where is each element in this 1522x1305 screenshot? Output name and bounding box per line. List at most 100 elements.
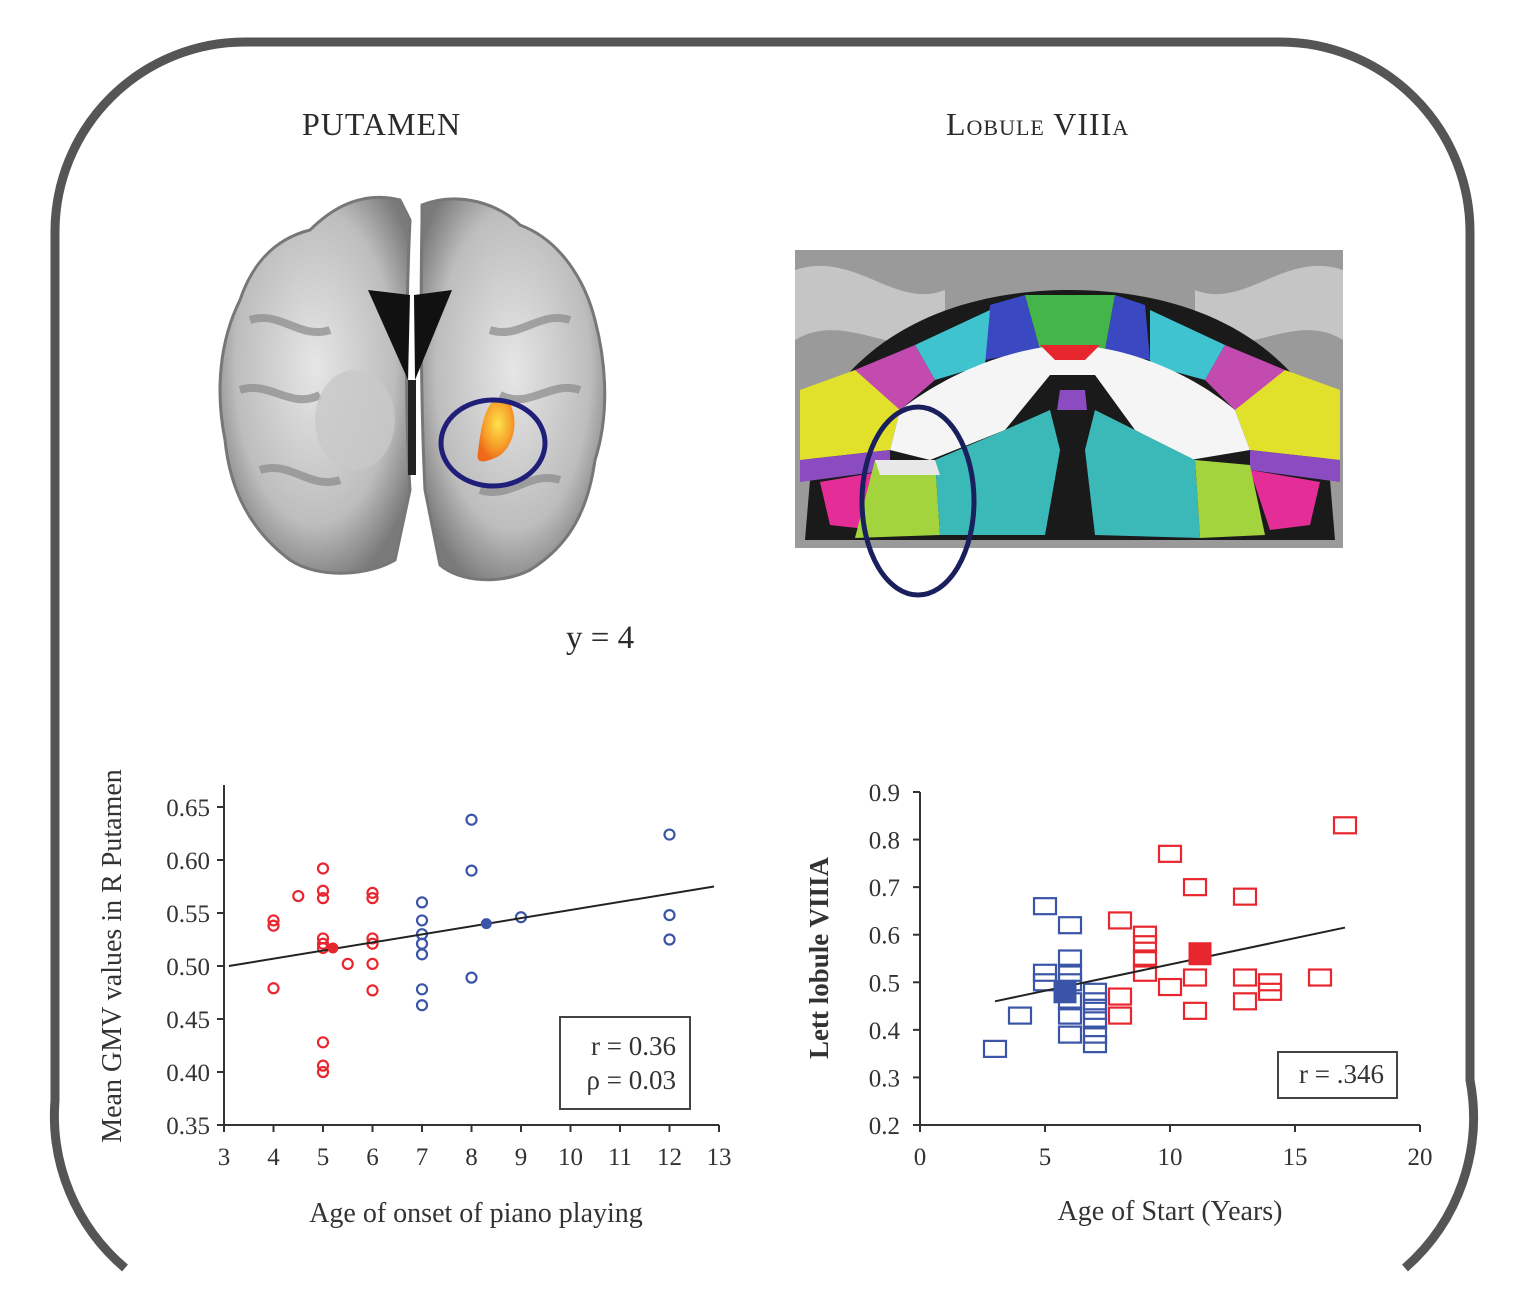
region-yellow-right: [1235, 370, 1340, 460]
x-tick-label: 0: [914, 1144, 927, 1171]
data-point-red: [316, 892, 330, 905]
x-tick-label: 6: [366, 1144, 379, 1171]
y-tick-label: 0.8: [869, 828, 900, 855]
data-point-blue: [1082, 982, 1108, 1001]
data-point-red: [1332, 816, 1358, 835]
stats-box: [1277, 1051, 1398, 1099]
data-point-blue: [1032, 897, 1058, 916]
panel-title-putamen: PUTAMEN: [302, 106, 462, 142]
x-tick-label: 10: [558, 1144, 583, 1171]
data-point-blue: [1032, 963, 1058, 982]
brain-right-hemisphere: [419, 197, 607, 582]
group-mean-red: [1188, 942, 1212, 966]
stats-rho: ρ = 0.03: [587, 1065, 676, 1095]
data-point-blue: [415, 896, 429, 909]
y-tick-label: 0.4: [869, 1018, 901, 1045]
y-tick-label: 0.45: [166, 1007, 210, 1034]
group-mean-blue: [1053, 980, 1077, 1004]
roi-circle: [438, 397, 548, 489]
y-tick-label: 0.6: [869, 923, 900, 950]
data-point-red: [1157, 844, 1183, 863]
region-teal-right: [1085, 410, 1200, 538]
group-mean-blue: [480, 918, 492, 930]
stats-r: r = .346: [1299, 1059, 1384, 1089]
data-point-blue: [982, 1039, 1008, 1058]
region-teal-left: [935, 410, 1060, 535]
y-tick-label: 0.5: [869, 970, 900, 997]
data-point-red: [1107, 987, 1133, 1006]
region-cyan-right: [1150, 310, 1225, 380]
y-tick-label: 0.3: [869, 1065, 900, 1092]
data-point-blue: [415, 948, 429, 961]
x-tick-label: 10: [1158, 1144, 1183, 1171]
data-point-blue: [1082, 992, 1108, 1011]
slice-coordinate: y = 4: [566, 620, 635, 656]
x-tick-label: 7: [416, 1144, 429, 1171]
activation-cluster: [477, 398, 515, 462]
y-tick-label: 0.60: [166, 848, 210, 875]
data-point-blue: [663, 828, 676, 841]
roi-circle: [859, 404, 977, 598]
data-point-red: [366, 957, 379, 970]
data-point-blue: [1057, 1025, 1083, 1044]
data-point-red: [1132, 935, 1158, 954]
coronal-brain-image: [218, 195, 607, 582]
region-green-top: [1025, 295, 1115, 350]
data-point-blue: [1057, 1006, 1083, 1025]
cerebellum-parcellation-image: [795, 250, 1343, 598]
region-red-vermis: [1040, 345, 1100, 360]
data-point-blue: [1057, 949, 1083, 968]
x-axis-label: Age of onset of piano playing: [309, 1198, 643, 1229]
data-point-red: [267, 919, 280, 932]
data-point-red: [341, 957, 354, 970]
x-tick-label: 4: [267, 1144, 280, 1171]
regression-line: [228, 885, 715, 967]
y-tick-label: 0.2: [869, 1113, 900, 1140]
data-point-red: [267, 914, 280, 927]
y-tick-label: 0.35: [166, 1113, 210, 1140]
x-tick-label: 8: [465, 1144, 478, 1171]
data-point-red: [316, 1059, 330, 1072]
y-tick-label: 0.65: [166, 795, 210, 822]
data-point-blue: [465, 813, 478, 826]
data-point-red: [1257, 982, 1283, 1001]
data-point-red: [1182, 1001, 1208, 1020]
panel-title-lobule: Lobule VIIIa: [946, 106, 1130, 142]
data-point-red: [316, 1036, 330, 1049]
region-lime-left: [855, 460, 940, 538]
data-point-red: [1232, 992, 1258, 1011]
x-tick-label: 5: [317, 1144, 330, 1171]
ventricles: [368, 290, 452, 380]
data-point-red: [1107, 911, 1133, 930]
data-point-red: [316, 937, 330, 950]
x-tick-label: 12: [657, 1144, 682, 1171]
region-purple-right: [1250, 450, 1340, 482]
data-point-red: [316, 884, 330, 897]
data-point-red: [1107, 1006, 1133, 1025]
data-point-red: [316, 1065, 330, 1079]
x-tick-label: 11: [608, 1144, 632, 1171]
data-point-blue: [1082, 1001, 1108, 1020]
region-white-matter: [890, 345, 1250, 460]
y-tick-label: 0.40: [166, 1060, 210, 1087]
data-point-red: [1157, 977, 1183, 997]
data-point-blue: [415, 983, 429, 996]
data-point-blue: [1007, 1006, 1033, 1025]
data-point-blue: [415, 914, 429, 927]
region-lime-right: [1195, 460, 1265, 538]
data-point-red: [1232, 968, 1258, 987]
data-point-blue: [663, 933, 676, 946]
y-tick-label: 0.50: [166, 954, 210, 981]
frame-border: [49, 37, 1478, 1272]
data-point-red: [1232, 887, 1258, 906]
data-point-red: [366, 886, 379, 899]
data-point-red: [1182, 968, 1208, 987]
data-point-red: [1132, 949, 1158, 968]
data-point-red: [1307, 968, 1333, 987]
data-point-blue: [1057, 916, 1083, 935]
data-point-blue: [465, 864, 478, 877]
data-point-blue: [465, 971, 478, 984]
group-mean-red: [327, 942, 339, 954]
